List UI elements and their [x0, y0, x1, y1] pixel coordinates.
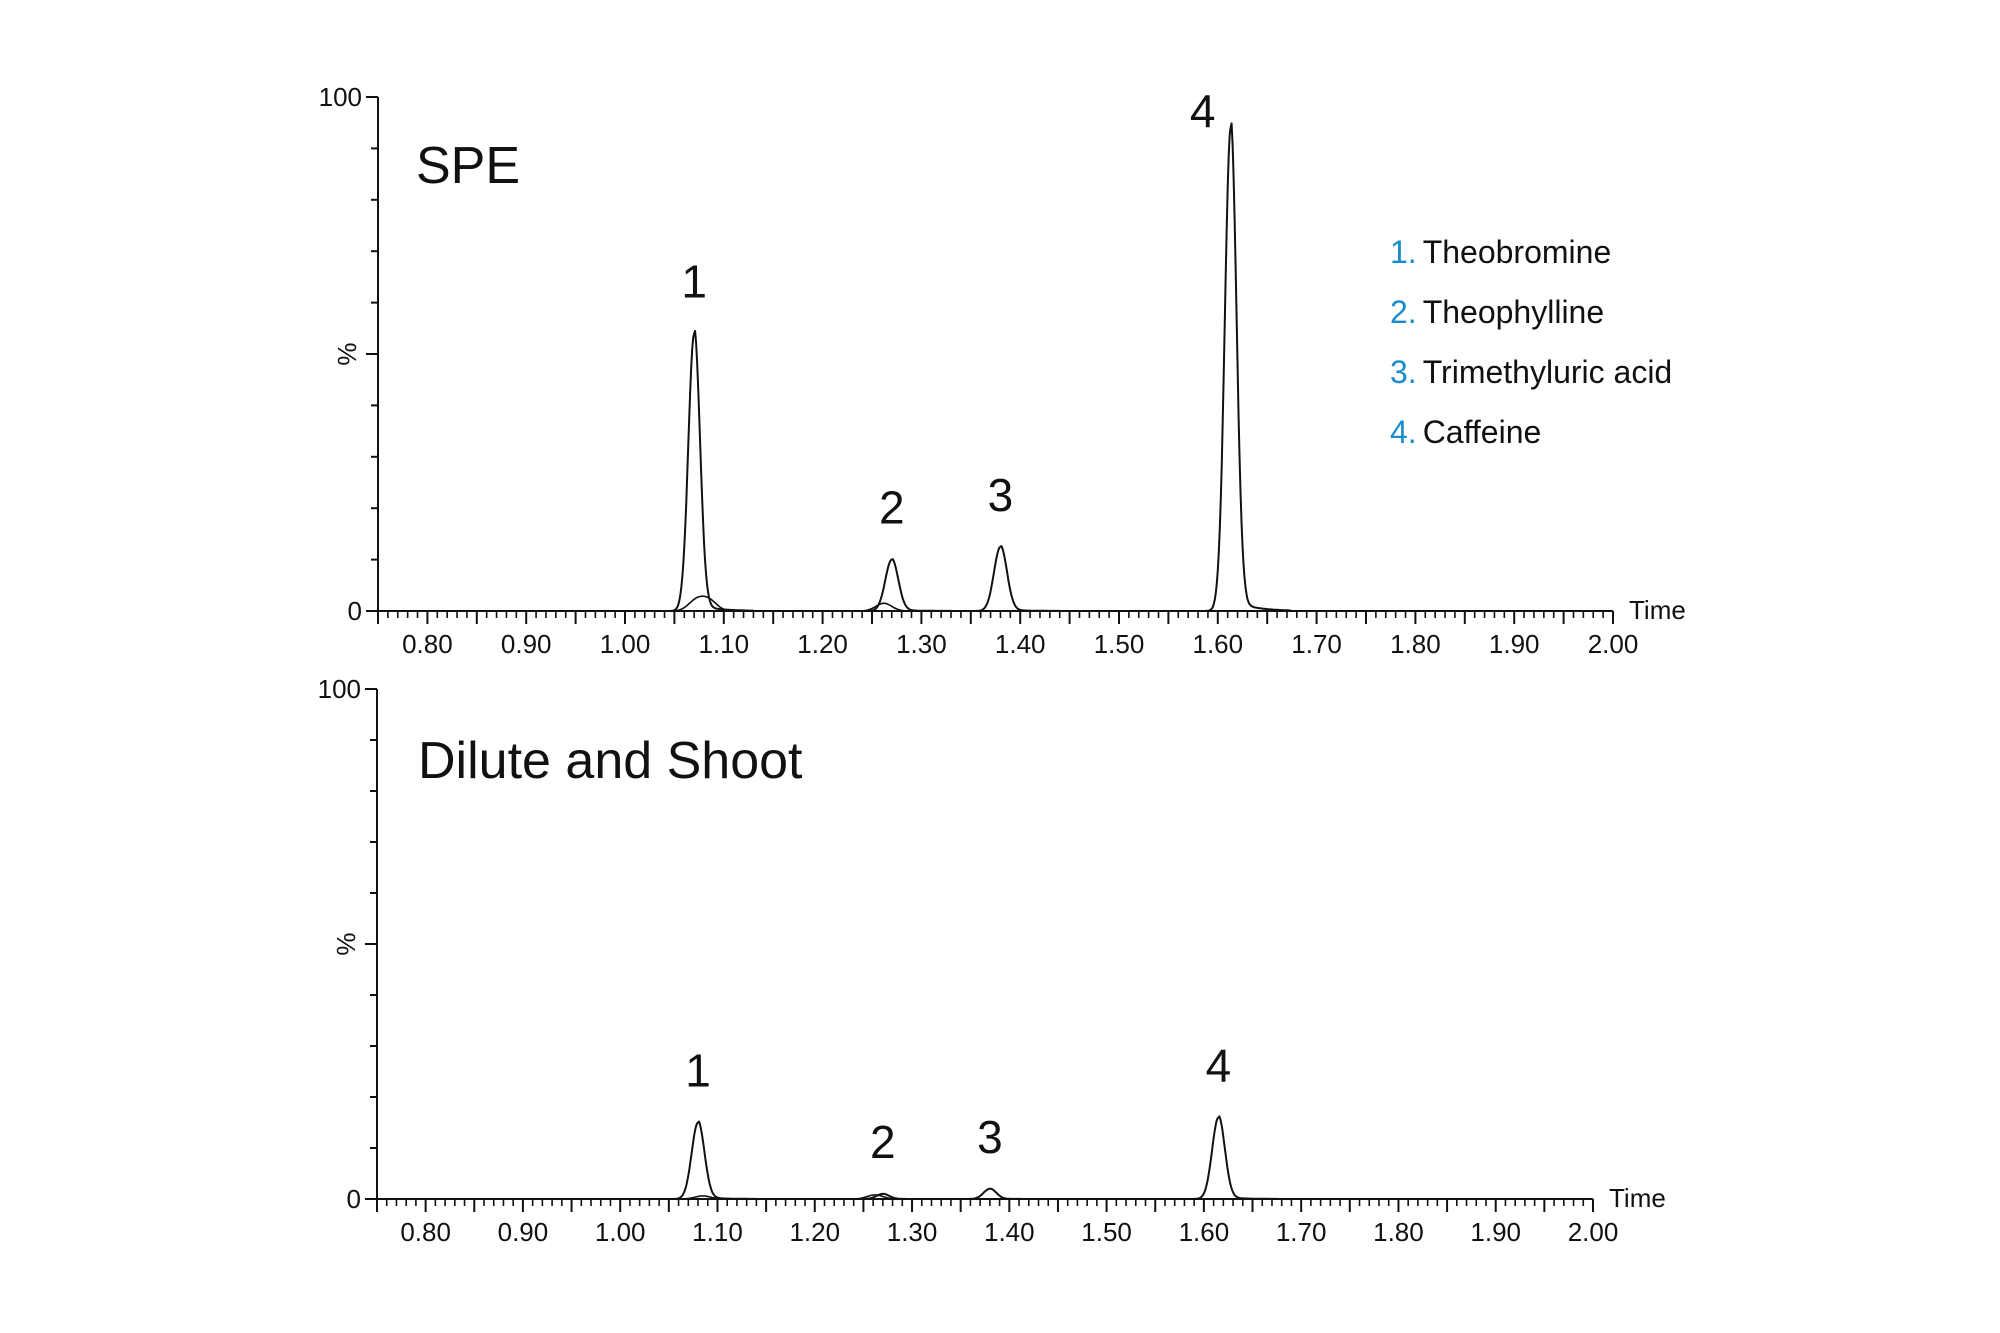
x-tick-label: 1.10 [698, 629, 749, 659]
x-tick-label: 1.40 [995, 629, 1046, 659]
x-tick-label: 1.20 [797, 629, 848, 659]
x-axis: 0.80 0.90 1.00 1.10 1.20 1.30 1.40 1.50 1.60 1.70… [366, 595, 1686, 659]
x-tick-label: 1.60 [1192, 629, 1243, 659]
x-tick-label: 1.90 [1489, 629, 1540, 659]
legend-number: 2. [1390, 294, 1417, 330]
x-tick-label: 1.10 [692, 1217, 743, 1247]
x-tick-label: 1.50 [1094, 629, 1145, 659]
peak-label-3: 3 [977, 1111, 1003, 1163]
peak-label-1: 1 [681, 255, 707, 307]
x-tick-label: 1.30 [896, 629, 947, 659]
legend-number: 4. [1390, 414, 1417, 450]
compound-legend: 1. Theobromine 2. Theophylline 3. Trimethyl… [1390, 222, 1672, 462]
x-tick-label: 0.80 [402, 629, 453, 659]
x-tick-label: 1.30 [887, 1217, 938, 1247]
x-tick-label: 1.80 [1373, 1217, 1424, 1247]
x-tick-label: 0.90 [501, 629, 552, 659]
x-tick-label: 0.80 [400, 1217, 451, 1247]
legend-label: Caffeine [1422, 414, 1542, 450]
y-tick-label: 100 [319, 82, 362, 112]
legend-label: Theobromine [1422, 234, 1612, 270]
peak-labels: 1 2 3 4 [681, 85, 1215, 534]
y-axis-label: % [332, 342, 362, 365]
legend-label: Trimethyluric acid [1422, 354, 1673, 390]
x-axis-label: Time [1609, 1183, 1666, 1213]
dilute-and-shoot-chromatogram-panel: 0 100% 0.80 0.90 1.00 1.10 1.20 1.30 1.40 1.50 1.6… [318, 674, 1666, 1247]
x-tick-label: 2.00 [1588, 629, 1639, 659]
peak-label-4: 4 [1190, 85, 1216, 137]
y-tick-label: 0 [347, 1184, 361, 1214]
x-tick-label: 0.90 [498, 1217, 549, 1247]
x-tick-label: 1.00 [595, 1217, 646, 1247]
x-tick-label: 1.70 [1276, 1217, 1327, 1247]
x-tick-label: 1.00 [600, 629, 651, 659]
x-tick-label: 2.00 [1568, 1217, 1619, 1247]
y-axis-label: % [331, 932, 361, 955]
y-tick-label: 0 [348, 596, 362, 626]
y-axis: 0 100% [319, 82, 379, 626]
legend-item-trimethyluric-acid: 3. Trimethyluric acid [1390, 342, 1672, 402]
spe-chromatogram-panel: 0 100% 0.80 0.90 1.00 1.10 1.20 1.30 1.40 1.50 1.6… [319, 82, 1686, 659]
legend-number: 1. [1390, 234, 1417, 270]
chromatogram-traces [381, 1115, 1592, 1200]
x-tick-label: 1.70 [1291, 629, 1342, 659]
peak-label-2: 2 [870, 1116, 896, 1168]
spe-panel-title: SPE [416, 137, 521, 195]
x-tick-label: 1.20 [789, 1217, 840, 1247]
peak-label-3: 3 [988, 469, 1014, 521]
x-axis: 0.80 0.90 1.00 1.10 1.20 1.30 1.40 1.50 1.60 1.70… [365, 1183, 1666, 1247]
x-tick-label: 1.50 [1081, 1217, 1132, 1247]
legend-item-theophylline: 2. Theophylline [1390, 282, 1672, 342]
dilute-and-shoot-panel-title: Dilute and Shoot [418, 732, 803, 790]
legend-item-theobromine: 1. Theobromine [1390, 222, 1672, 282]
y-tick-label: 100 [318, 674, 361, 704]
peak-labels: 1 2 3 4 [685, 1039, 1231, 1168]
y-axis: 0 100% [318, 674, 378, 1214]
peak-label-1: 1 [685, 1045, 711, 1097]
secondary-trace [381, 1194, 1592, 1200]
legend-number: 3. [1390, 354, 1417, 390]
x-tick-label: 1.90 [1470, 1217, 1521, 1247]
chromatogram-traces [382, 122, 1611, 612]
x-axis-label: Time [1629, 595, 1686, 625]
x-tick-label: 1.60 [1179, 1217, 1230, 1247]
peak-label-4: 4 [1206, 1039, 1232, 1091]
secondary-trace [382, 595, 1611, 612]
peak-label-2: 2 [879, 482, 905, 534]
legend-item-caffeine: 4. Caffeine [1390, 402, 1672, 462]
x-tick-label: 1.80 [1390, 629, 1441, 659]
x-tick-label: 1.40 [984, 1217, 1035, 1247]
legend-label: Theophylline [1422, 294, 1605, 330]
